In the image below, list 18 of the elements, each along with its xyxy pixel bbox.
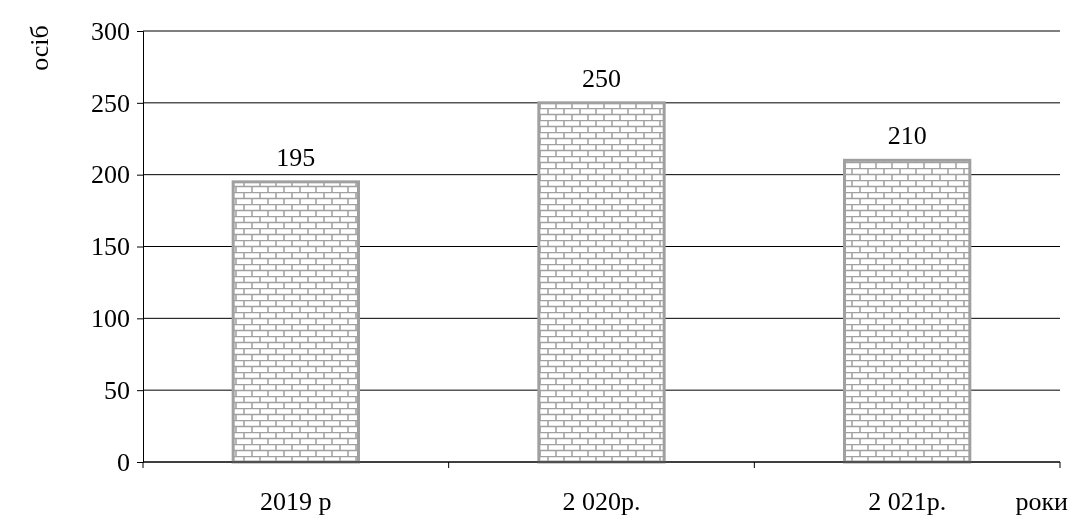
- x-tick-label: 2019 р: [260, 487, 332, 516]
- y-tick-label: 50: [104, 375, 130, 405]
- y-tick-label: 0: [117, 447, 130, 477]
- y-tick-label: 200: [91, 160, 130, 190]
- data-label: 250: [582, 63, 621, 93]
- data-label: 210: [887, 121, 927, 151]
- y-tick-label: 300: [91, 16, 130, 46]
- y-tick-label: 100: [91, 304, 130, 334]
- x-tick-label: 2 021р.: [868, 487, 947, 516]
- x-tick-label: 2 020р.: [562, 487, 641, 516]
- bar: [537, 101, 666, 464]
- data-label: 195: [276, 142, 316, 172]
- y-tick-label: 250: [91, 88, 130, 118]
- x-axis-title: роки: [1015, 487, 1069, 516]
- y-tick-label: 150: [91, 232, 130, 262]
- bar: [843, 158, 972, 464]
- bar: [231, 180, 360, 464]
- y-axis-title: осіб: [25, 25, 54, 71]
